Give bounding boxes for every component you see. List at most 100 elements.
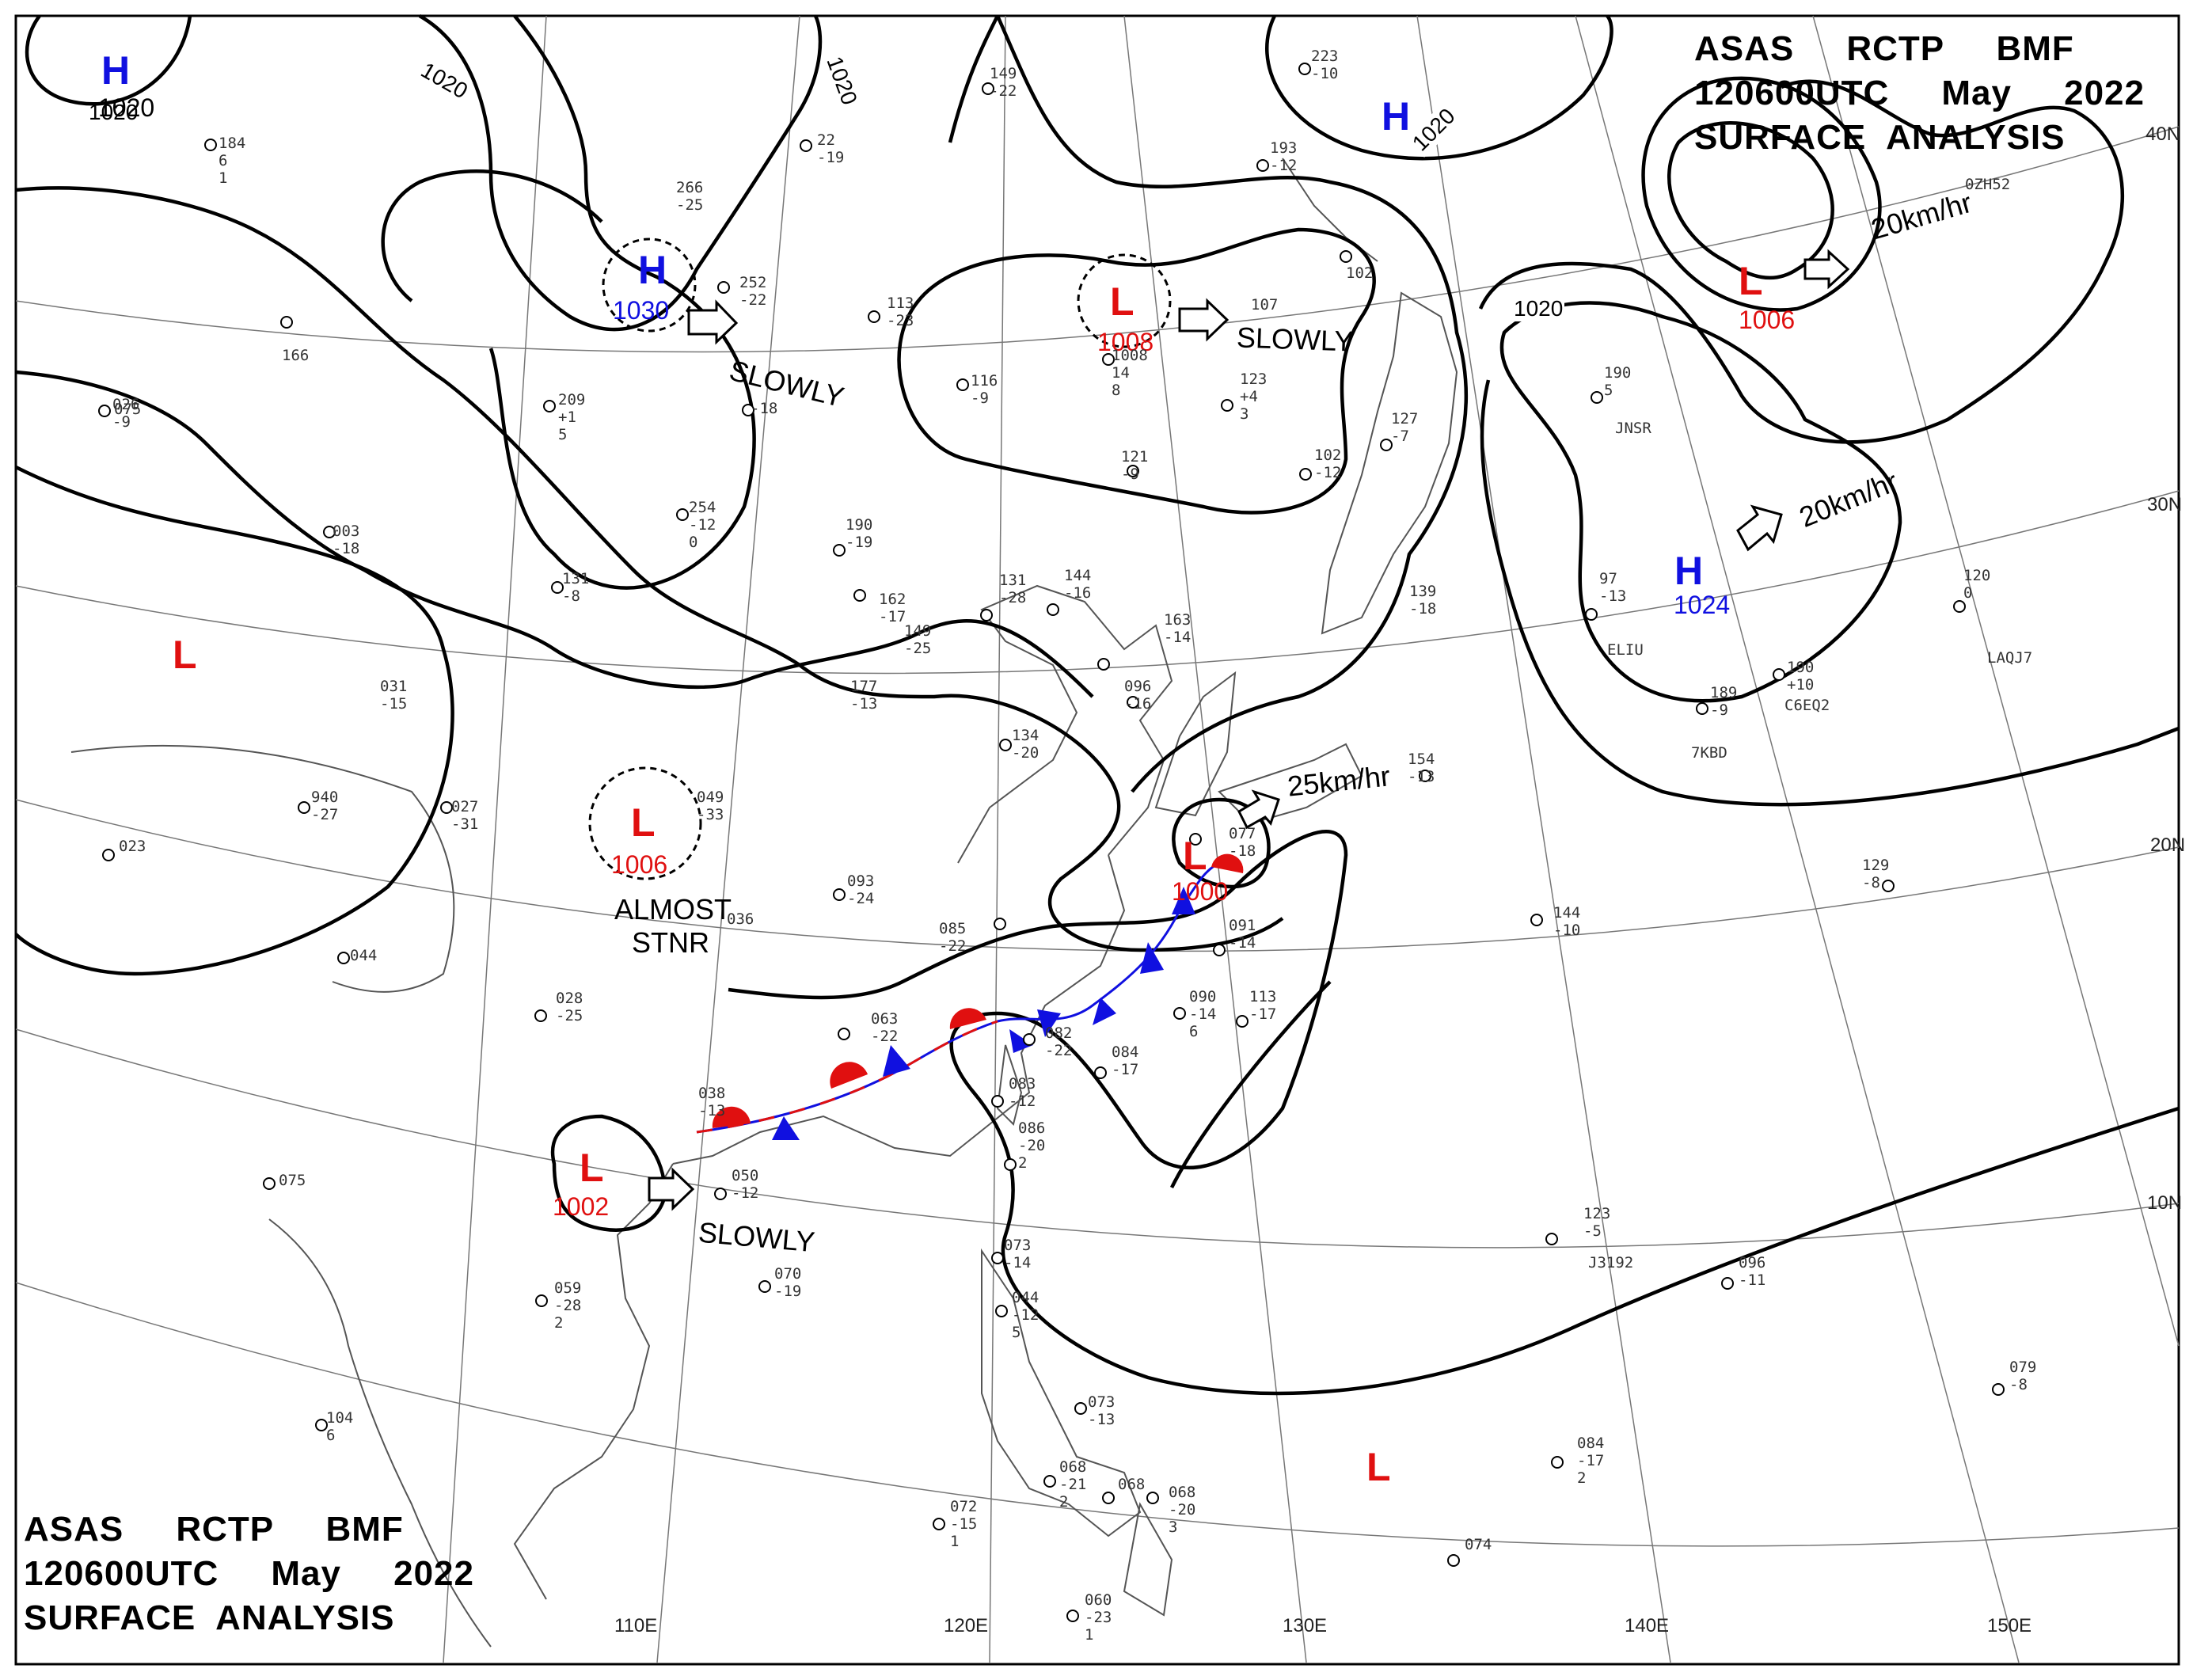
station-value: J3192 xyxy=(1588,1254,1634,1271)
station-value: 091 xyxy=(1229,917,1256,934)
station-value: -5 xyxy=(1583,1222,1602,1240)
station-value: -14 xyxy=(1229,934,1256,952)
station-value: 162 xyxy=(879,591,906,608)
station-report: 104 6 xyxy=(326,1409,353,1444)
station-value: -17 xyxy=(1577,1452,1605,1469)
longitude-label: 110E xyxy=(614,1615,658,1636)
low-center-pressure: 1006 xyxy=(611,850,668,879)
station-value: -22 xyxy=(871,1028,899,1045)
station-report: 107 xyxy=(1251,296,1278,314)
isobar-sw xyxy=(728,830,2180,1396)
station-value: 068 xyxy=(1059,1458,1087,1476)
station-value: -19 xyxy=(817,149,845,166)
station-value: 096 xyxy=(1739,1254,1766,1271)
station-value: 154 xyxy=(1408,751,1435,768)
station-value: -13 xyxy=(1408,768,1435,785)
station-value: -19 xyxy=(774,1283,802,1300)
station-report: 082 -22 xyxy=(1045,1024,1072,1059)
cold-front-barb xyxy=(1037,1009,1061,1037)
station-value: 026 xyxy=(112,396,140,413)
station-value: -9 xyxy=(971,390,989,407)
station-value: 036 xyxy=(727,910,754,928)
station-value: -13 xyxy=(698,1102,726,1119)
station-value: 2 xyxy=(1059,1493,1069,1511)
station-value: -18 xyxy=(1229,842,1256,860)
low-center-letter: L xyxy=(580,1146,604,1190)
station-value: -8 xyxy=(1862,874,1880,891)
low-center-pressure: 1002 xyxy=(553,1192,610,1221)
station-value: -10 xyxy=(1553,922,1581,939)
arrow-ne xyxy=(1736,504,1783,552)
station-report: 266 -25 xyxy=(676,179,703,214)
station-value: LAQJ7 xyxy=(1987,649,2033,667)
station-value: 059 xyxy=(554,1279,582,1297)
station-value: 5 xyxy=(1604,382,1613,399)
station-value: 070 xyxy=(774,1265,802,1283)
station-value: 104 xyxy=(326,1409,354,1427)
station-report: 113 -17 xyxy=(1249,988,1276,1023)
station-report: 144 -16 xyxy=(1064,567,1091,602)
station-value: 177 xyxy=(850,678,878,695)
station-report: 252 -22 xyxy=(739,274,766,309)
warm-front-bump xyxy=(712,1106,751,1128)
station-value: 075 xyxy=(279,1172,306,1189)
station-report: 073 -14 xyxy=(1004,1237,1031,1271)
station-value: 6 xyxy=(219,152,228,169)
station-report: 068 xyxy=(1118,1476,1145,1493)
station-value: +1 xyxy=(558,409,576,426)
isobar-label: 1020 xyxy=(89,100,139,124)
station-value: 079 xyxy=(2009,1359,2037,1376)
isobar-1020-w xyxy=(15,186,1284,952)
station-value: -18 xyxy=(751,400,778,417)
station-dots xyxy=(98,63,2005,1622)
station-value: 075 xyxy=(114,401,142,418)
station-value: 116 xyxy=(971,372,998,390)
cold-front-barb xyxy=(772,1116,800,1140)
station-report: 068 -21 2 xyxy=(1059,1458,1086,1511)
station-report: 7KBD xyxy=(1691,744,1727,762)
footer-line-1: ASAS RCTP BMF xyxy=(24,1510,404,1549)
isobar-e-outer xyxy=(1478,79,2124,444)
station-report: 044 -12 5 xyxy=(1012,1289,1039,1341)
station-value: -10 xyxy=(1311,65,1339,82)
station-report: 096 -16 xyxy=(1124,678,1151,713)
isobar-low-ne-outer xyxy=(1641,76,1882,312)
warm-front-bump xyxy=(1211,853,1244,873)
station-value: -17 xyxy=(1112,1061,1139,1078)
station-value: -22 xyxy=(739,291,767,309)
station-report: 22 -19 xyxy=(817,131,844,166)
station-value: -31 xyxy=(451,815,479,833)
station-value: -25 xyxy=(556,1007,583,1024)
station-report: 074 xyxy=(1465,1536,1492,1553)
warm-front-bump xyxy=(949,1008,986,1029)
station-value: 190 xyxy=(1787,659,1815,676)
station-report: 044 xyxy=(350,947,377,964)
movement-label: SLOWLY xyxy=(1236,321,1355,358)
station-report: 189 -9 xyxy=(1710,684,1737,719)
station-value: 1 xyxy=(1085,1626,1094,1644)
station-report: 086 -20 2 xyxy=(1018,1119,1045,1172)
station-report: 190 5 xyxy=(1604,364,1631,399)
station-value: 072 xyxy=(950,1498,978,1515)
station-value: -14 xyxy=(1004,1254,1032,1271)
low-center-pressure: 1008 xyxy=(1097,328,1154,356)
station-value: -28 xyxy=(554,1297,582,1314)
station-value: -23 xyxy=(887,312,914,329)
station-report: 123 -5 xyxy=(1583,1205,1610,1240)
station-value: -12 xyxy=(1009,1093,1036,1110)
station-value: 14 xyxy=(1112,364,1130,382)
station-value: 120 xyxy=(1963,567,1991,584)
station-value: 028 xyxy=(556,990,583,1007)
station-report: 060 -23 1 xyxy=(1085,1591,1112,1644)
isobar-h-1030 xyxy=(381,169,603,302)
isobar-1020-nw xyxy=(25,14,192,106)
station-value: 068 xyxy=(1118,1476,1146,1493)
station-report: 177 -13 xyxy=(850,678,877,713)
station-report: 102 -12 xyxy=(1314,447,1341,481)
station-value: 038 xyxy=(698,1085,726,1102)
station-value: 3 xyxy=(1240,405,1249,423)
latitude-label: 20N xyxy=(2150,834,2186,856)
station-value: 050 xyxy=(732,1167,759,1184)
station-value: -12 xyxy=(1012,1306,1039,1324)
warm-front-bump xyxy=(830,1062,868,1089)
